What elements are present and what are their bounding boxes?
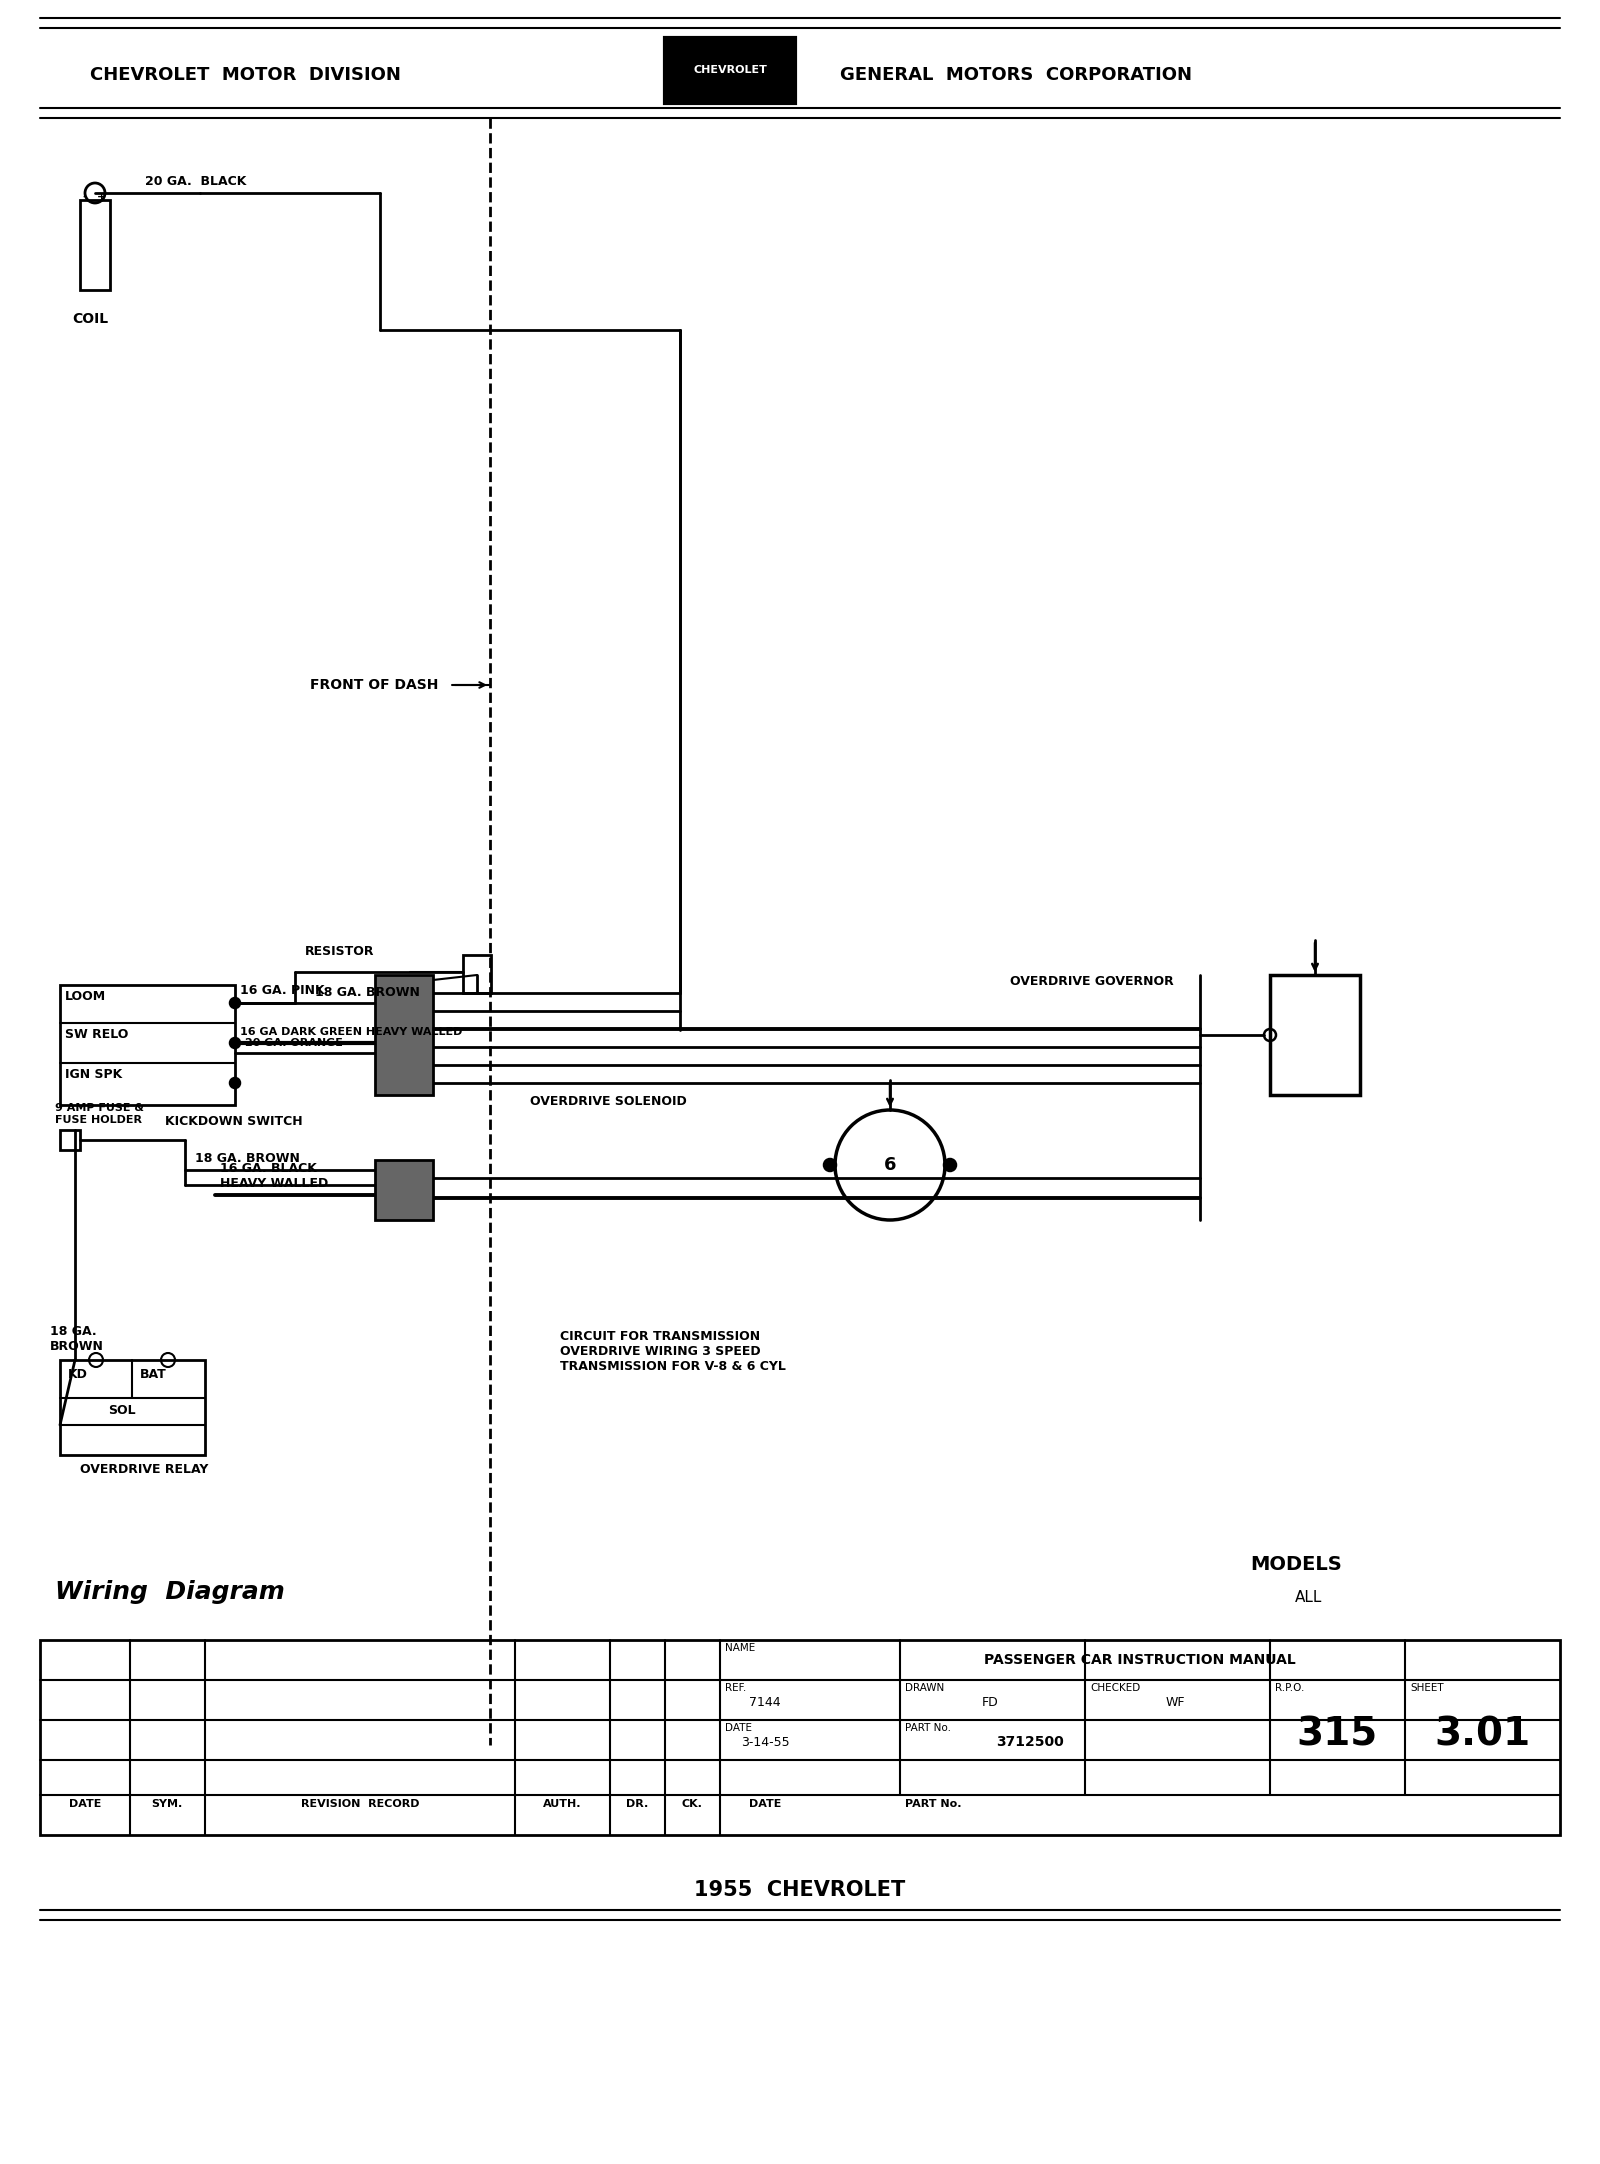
Text: 1955  CHEVROLET: 1955 CHEVROLET <box>694 1881 906 1900</box>
Text: PART No.: PART No. <box>906 1723 950 1733</box>
Text: 315: 315 <box>1296 1716 1378 1755</box>
Text: FRONT OF DASH: FRONT OF DASH <box>310 677 438 692</box>
Text: 18 GA. BROWN: 18 GA. BROWN <box>315 987 419 1000</box>
Text: CK.: CK. <box>682 1798 702 1809</box>
Text: OVERDRIVE SOLENOID: OVERDRIVE SOLENOID <box>530 1095 686 1108</box>
Text: NAME: NAME <box>725 1642 755 1653</box>
Bar <box>61 1130 80 1149</box>
Circle shape <box>230 998 240 1008</box>
Text: -: - <box>82 193 86 201</box>
Text: LOOM: LOOM <box>66 989 106 1002</box>
Bar <box>61 1359 205 1454</box>
Text: 16 GA. PINK: 16 GA. PINK <box>240 985 325 998</box>
Text: DATE: DATE <box>749 1798 781 1809</box>
Text: OVERDRIVE GOVERNOR: OVERDRIVE GOVERNOR <box>1010 976 1174 989</box>
Bar <box>40 1640 1560 1835</box>
Bar <box>61 985 235 1106</box>
Text: AUTH.: AUTH. <box>542 1798 581 1809</box>
Text: 3-14-55: 3-14-55 <box>741 1736 789 1749</box>
Text: PART No.: PART No. <box>906 1798 962 1809</box>
Text: 16 GA. BLACK
HEAVY WALLED: 16 GA. BLACK HEAVY WALLED <box>221 1162 328 1190</box>
Text: CHEVROLET  MOTOR  DIVISION: CHEVROLET MOTOR DIVISION <box>90 65 402 84</box>
Circle shape <box>230 1078 240 1088</box>
Text: 18 GA. BROWN: 18 GA. BROWN <box>195 1151 299 1164</box>
Text: 7144: 7144 <box>749 1697 781 1710</box>
Text: 6: 6 <box>883 1156 896 1175</box>
Text: Wiring  Diagram: Wiring Diagram <box>54 1580 285 1604</box>
Text: KD: KD <box>67 1368 88 1381</box>
Text: KICKDOWN SWITCH: KICKDOWN SWITCH <box>165 1114 302 1127</box>
Text: OVERDRIVE RELAY: OVERDRIVE RELAY <box>80 1463 208 1476</box>
Text: +: + <box>98 193 106 201</box>
Bar <box>666 39 795 104</box>
Text: DATE: DATE <box>69 1798 101 1809</box>
Text: 3712500: 3712500 <box>997 1736 1064 1749</box>
Text: DRAWN: DRAWN <box>906 1684 944 1692</box>
Text: MODELS: MODELS <box>1250 1556 1342 1573</box>
Bar <box>462 954 491 993</box>
Text: CIRCUIT FOR TRANSMISSION
OVERDRIVE WIRING 3 SPEED
TRANSMISSION FOR V-8 & 6 CYL: CIRCUIT FOR TRANSMISSION OVERDRIVE WIRIN… <box>560 1331 786 1372</box>
Bar <box>374 976 434 1095</box>
Bar <box>674 45 787 95</box>
Circle shape <box>944 1160 957 1171</box>
Text: REVISION  RECORD: REVISION RECORD <box>301 1798 419 1809</box>
Text: PASSENGER CAR INSTRUCTION MANUAL: PASSENGER CAR INSTRUCTION MANUAL <box>984 1653 1296 1666</box>
Circle shape <box>824 1160 835 1171</box>
Circle shape <box>230 1039 240 1047</box>
Text: DR.: DR. <box>626 1798 648 1809</box>
Text: RESISTOR: RESISTOR <box>306 946 374 959</box>
Text: CHECKED: CHECKED <box>1090 1684 1141 1692</box>
Text: DATE: DATE <box>725 1723 752 1733</box>
Text: CHEVROLET: CHEVROLET <box>693 65 766 76</box>
Text: R.P.O.: R.P.O. <box>1275 1684 1304 1692</box>
Text: SW RELO: SW RELO <box>66 1028 128 1041</box>
Text: BAT: BAT <box>141 1368 166 1381</box>
Text: COIL: COIL <box>72 312 109 327</box>
Text: 18 GA.
BROWN: 18 GA. BROWN <box>50 1324 104 1352</box>
Text: 9 AMP FUSE &
FUSE HOLDER: 9 AMP FUSE & FUSE HOLDER <box>54 1104 144 1125</box>
Bar <box>1270 976 1360 1095</box>
Text: WF: WF <box>1165 1697 1184 1710</box>
Text: ALL: ALL <box>1294 1591 1322 1606</box>
Text: 3.01: 3.01 <box>1434 1716 1530 1755</box>
Text: SHEET: SHEET <box>1410 1684 1443 1692</box>
Text: FD: FD <box>982 1697 998 1710</box>
Bar <box>374 1160 434 1220</box>
Text: REF.: REF. <box>725 1684 746 1692</box>
Text: 16 GA DARK GREEN HEAVY WALLED: 16 GA DARK GREEN HEAVY WALLED <box>240 1028 462 1037</box>
Text: GENERAL  MOTORS  CORPORATION: GENERAL MOTORS CORPORATION <box>840 65 1192 84</box>
Text: SYM.: SYM. <box>152 1798 182 1809</box>
Text: 20 GA. ORANGE: 20 GA. ORANGE <box>245 1039 342 1047</box>
Text: 20 GA.  BLACK: 20 GA. BLACK <box>146 175 246 188</box>
Text: SOL: SOL <box>109 1404 136 1417</box>
Text: IGN SPK: IGN SPK <box>66 1069 122 1082</box>
Bar <box>80 199 110 290</box>
